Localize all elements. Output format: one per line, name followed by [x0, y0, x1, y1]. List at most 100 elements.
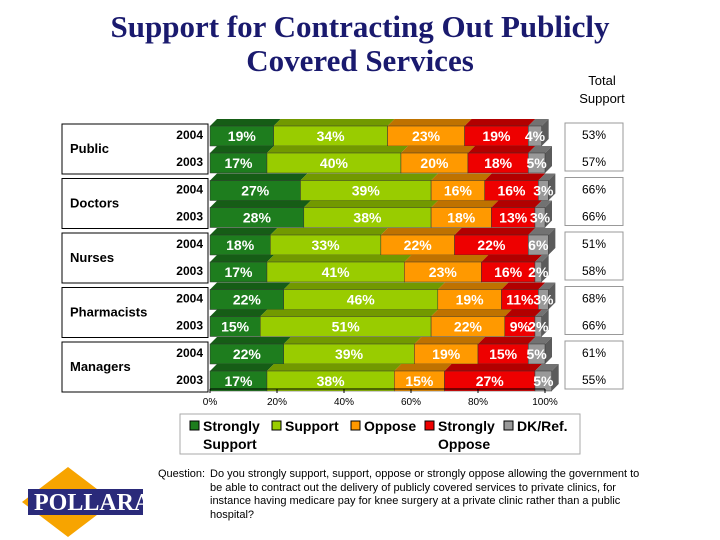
data-label: 27% [241, 183, 270, 199]
bar-top [210, 255, 274, 262]
data-label: 11% [506, 292, 534, 308]
data-label: 20% [420, 155, 449, 171]
question-text: Do you strongly support, support, oppose… [210, 468, 640, 521]
bar-side [541, 309, 549, 337]
total-support-box [564, 231, 624, 281]
data-label: 5% [527, 155, 548, 171]
bar-side [548, 173, 556, 201]
group-label: Managers [70, 359, 131, 374]
data-label: 22% [404, 237, 433, 253]
data-label: 39% [352, 183, 381, 199]
group-label: Public [70, 141, 109, 156]
total-support-value: 66% [582, 183, 606, 197]
data-label: 13% [499, 210, 528, 226]
data-label: 16% [497, 183, 526, 199]
year-label: 2004 [176, 292, 203, 306]
group-label: Pharmacists [70, 305, 147, 320]
total-support-header: Total Support [579, 73, 625, 106]
bar-top [501, 282, 546, 290]
data-label: 22% [233, 292, 262, 308]
bar-top [431, 309, 512, 317]
bar-top [300, 173, 439, 181]
bar-top [431, 173, 492, 181]
year-label: 2003 [176, 373, 203, 387]
legend-label: Strongly [203, 418, 260, 434]
data-label: 46% [347, 292, 376, 308]
bar-segment [534, 207, 546, 228]
x-tick-label: 0% [203, 397, 218, 408]
bar-top [467, 146, 536, 153]
bar-top [266, 146, 408, 153]
x-tick-label: 100% [532, 397, 558, 408]
legend-label: Support [203, 436, 257, 452]
total-support-box [564, 122, 624, 172]
data-label: 33% [312, 237, 341, 253]
bar-top [270, 228, 388, 235]
pollara-logo: POLLARA [22, 467, 150, 537]
bar-side [541, 255, 549, 282]
bar-top [491, 200, 542, 208]
bar-top [431, 200, 499, 208]
data-label: 38% [353, 210, 382, 226]
legend-swatch [350, 420, 361, 431]
group-box [61, 178, 209, 229]
bar-top [303, 200, 439, 208]
data-label: 51% [332, 319, 361, 335]
data-label: 6% [528, 237, 549, 253]
bar-top [534, 364, 559, 371]
data-label: 23% [429, 264, 458, 280]
bar-top [534, 309, 549, 317]
x-tick-label: 20% [267, 397, 287, 408]
bar-segment [534, 261, 542, 283]
total-support-box [564, 340, 624, 390]
bar-top [484, 173, 546, 181]
group-box [61, 123, 209, 175]
bar-top [283, 337, 422, 344]
bar-top [266, 255, 412, 262]
data-label: 40% [320, 155, 349, 171]
total-support-value: 66% [582, 210, 606, 224]
data-label: 19% [228, 128, 257, 144]
year-label: 2004 [176, 237, 203, 251]
bar-top [538, 173, 556, 181]
bar-top [481, 255, 542, 262]
year-label: 2004 [176, 128, 203, 142]
year-label: 2003 [176, 155, 203, 169]
bar-top [210, 337, 291, 344]
bar-top [380, 228, 462, 235]
bar-top [210, 200, 311, 208]
year-label: 2004 [176, 183, 203, 197]
bar-top [394, 364, 452, 371]
data-label: 18% [447, 210, 476, 226]
data-label: 28% [243, 210, 272, 226]
question-block: Question: Do you strongly support, suppo… [158, 468, 648, 522]
bar-top [210, 119, 281, 126]
data-label: 18% [226, 237, 255, 253]
year-label: 2004 [176, 346, 203, 360]
bar-top [534, 200, 552, 208]
bar-top [528, 228, 556, 235]
bar-side [551, 364, 559, 391]
group-box [61, 287, 209, 338]
bar-top [210, 282, 291, 290]
bar-top [534, 255, 549, 262]
bar-top [387, 119, 472, 126]
total-support-box [564, 177, 624, 226]
bar-top [400, 146, 475, 153]
x-tick-label: 80% [468, 397, 488, 408]
total-support-box [564, 286, 624, 335]
data-label: 5% [527, 346, 548, 362]
legend-swatch [189, 420, 200, 431]
data-label: 16% [494, 264, 523, 280]
bar-top [437, 282, 509, 290]
bar-top [528, 337, 552, 344]
year-label: 2003 [176, 210, 203, 224]
data-label: 19% [482, 128, 511, 144]
data-label: 2% [528, 264, 549, 280]
bar-top [478, 337, 536, 344]
year-label: 2003 [176, 319, 203, 333]
data-label: 27% [476, 373, 505, 389]
bar-top [283, 282, 445, 290]
data-label: 9% [510, 319, 531, 335]
total-support-value: 53% [582, 128, 606, 142]
